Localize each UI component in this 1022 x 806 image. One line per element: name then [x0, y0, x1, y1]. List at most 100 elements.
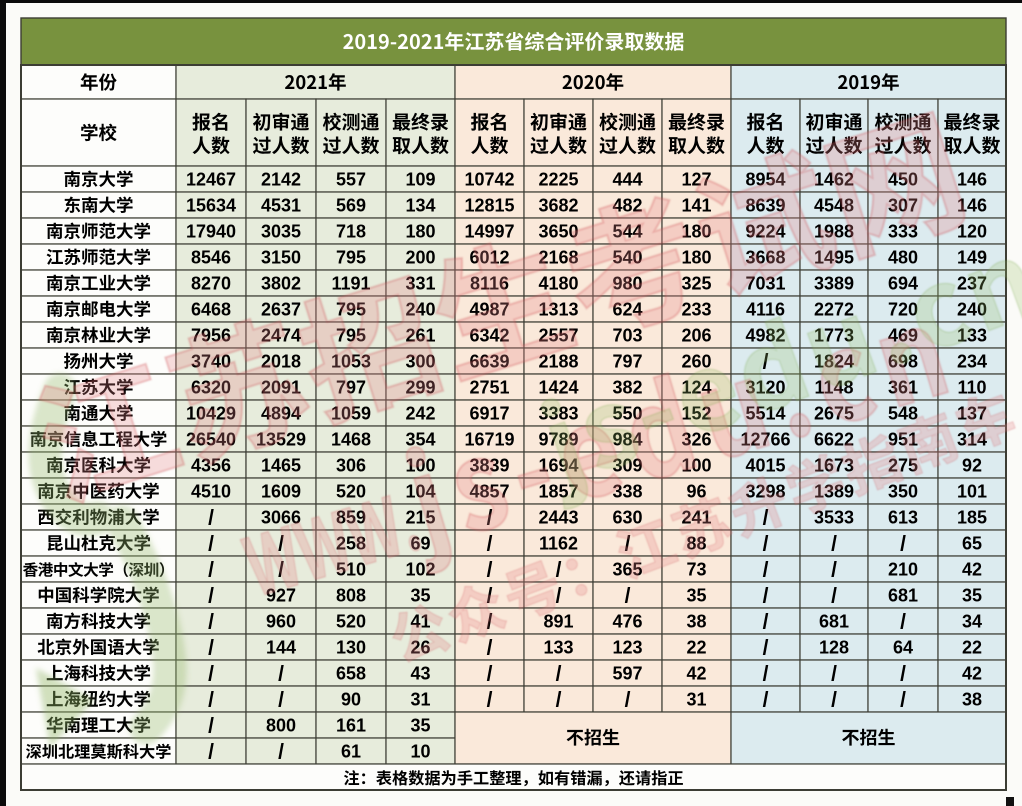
svg-text:/: / — [556, 585, 562, 608]
svg-text:382: 382 — [612, 378, 642, 398]
svg-text:4510: 4510 — [191, 482, 231, 502]
svg-text:144: 144 — [266, 638, 296, 658]
svg-text:210: 210 — [888, 560, 918, 580]
svg-text:/: / — [625, 689, 631, 712]
svg-text:2188: 2188 — [538, 352, 578, 372]
svg-text:35: 35 — [410, 586, 430, 606]
svg-text:/: / — [487, 637, 493, 660]
svg-text:1468: 1468 — [331, 430, 371, 450]
svg-text:43: 43 — [410, 664, 430, 684]
svg-text:/: / — [208, 663, 214, 686]
svg-text:/: / — [278, 741, 284, 764]
svg-text:22: 22 — [686, 638, 706, 658]
svg-text:/: / — [900, 533, 906, 556]
svg-text:10742: 10742 — [464, 170, 514, 190]
svg-text:242: 242 — [405, 404, 435, 424]
svg-text:/: / — [556, 689, 562, 712]
svg-text:133: 133 — [543, 638, 573, 658]
svg-text:146: 146 — [957, 170, 987, 190]
svg-text:4531: 4531 — [261, 196, 301, 216]
svg-text:64: 64 — [893, 638, 913, 658]
svg-text:/: / — [208, 689, 214, 712]
svg-text:61: 61 — [341, 742, 361, 762]
svg-text:/: / — [763, 533, 769, 556]
svg-text:3389: 3389 — [814, 274, 854, 294]
svg-text:3066: 3066 — [261, 508, 301, 528]
svg-text:3533: 3533 — [814, 508, 854, 528]
svg-text:/: / — [208, 637, 214, 660]
svg-text:234: 234 — [957, 352, 987, 372]
svg-text:17940: 17940 — [186, 222, 236, 242]
svg-text:8270: 8270 — [191, 274, 231, 294]
svg-text:96: 96 — [686, 482, 706, 502]
svg-text:38: 38 — [686, 612, 706, 632]
svg-text:22: 22 — [962, 638, 982, 658]
svg-text:/: / — [763, 611, 769, 634]
svg-text:800: 800 — [266, 716, 296, 736]
svg-text:65: 65 — [962, 534, 982, 554]
svg-text:206: 206 — [681, 326, 711, 346]
svg-text:482: 482 — [612, 196, 642, 216]
svg-text:2142: 2142 — [261, 170, 301, 190]
svg-text:3682: 3682 — [538, 196, 578, 216]
svg-text:110: 110 — [957, 378, 986, 398]
svg-text:35: 35 — [410, 716, 430, 736]
svg-text:/: / — [487, 611, 493, 634]
svg-text:180: 180 — [405, 222, 435, 242]
svg-text:/: / — [900, 689, 906, 712]
svg-text:233: 233 — [681, 300, 711, 320]
svg-text:/: / — [900, 663, 906, 686]
svg-text:681: 681 — [819, 612, 849, 632]
svg-text:42: 42 — [962, 560, 982, 580]
svg-text:520: 520 — [336, 612, 366, 632]
svg-text:200: 200 — [405, 248, 435, 268]
svg-text:548: 548 — [888, 404, 918, 424]
svg-text:4180: 4180 — [538, 274, 578, 294]
svg-text:703: 703 — [612, 326, 642, 346]
svg-text:1162: 1162 — [539, 534, 578, 554]
svg-text:/: / — [278, 533, 284, 556]
svg-text:260: 260 — [681, 352, 711, 372]
svg-text:444: 444 — [612, 170, 642, 190]
svg-text:109: 109 — [405, 170, 435, 190]
svg-text:/: / — [831, 663, 837, 686]
svg-text:123: 123 — [612, 638, 642, 658]
svg-text:/: / — [831, 559, 837, 582]
svg-text:42: 42 — [962, 664, 982, 684]
svg-text:/: / — [763, 663, 769, 686]
svg-text:/: / — [208, 741, 214, 764]
svg-text:1389: 1389 — [814, 482, 854, 502]
svg-text:/: / — [763, 559, 769, 582]
svg-text:2751: 2751 — [469, 378, 509, 398]
svg-text:38: 38 — [962, 690, 982, 710]
svg-text:891: 891 — [543, 612, 573, 632]
svg-text:/: / — [625, 585, 631, 608]
svg-text:720: 720 — [888, 300, 918, 320]
svg-text:/: / — [208, 533, 214, 556]
svg-text:350: 350 — [888, 482, 918, 502]
svg-text:101: 101 — [957, 482, 987, 502]
svg-text:3802: 3802 — [261, 274, 301, 294]
svg-text:808: 808 — [336, 586, 366, 606]
svg-text:16719: 16719 — [464, 430, 514, 450]
svg-text:795: 795 — [336, 248, 366, 268]
svg-text:10: 10 — [410, 742, 430, 762]
svg-text:12815: 12815 — [464, 196, 514, 216]
svg-text:613: 613 — [888, 508, 918, 528]
svg-text:4015: 4015 — [745, 456, 785, 476]
svg-text:6622: 6622 — [814, 430, 854, 450]
svg-text:/: / — [763, 585, 769, 608]
svg-text:35: 35 — [686, 586, 706, 606]
svg-text:658: 658 — [336, 664, 366, 684]
svg-text:/: / — [208, 585, 214, 608]
svg-text:120: 120 — [957, 222, 987, 242]
svg-text:/: / — [487, 559, 493, 582]
svg-text:134: 134 — [405, 196, 435, 216]
svg-text:2272: 2272 — [814, 300, 854, 320]
svg-text:2443: 2443 — [538, 508, 578, 528]
svg-text:/: / — [763, 637, 769, 660]
svg-text:/: / — [487, 533, 493, 556]
svg-text:7031: 7031 — [745, 274, 785, 294]
svg-text:480: 480 — [888, 248, 918, 268]
svg-text:/: / — [831, 585, 837, 608]
